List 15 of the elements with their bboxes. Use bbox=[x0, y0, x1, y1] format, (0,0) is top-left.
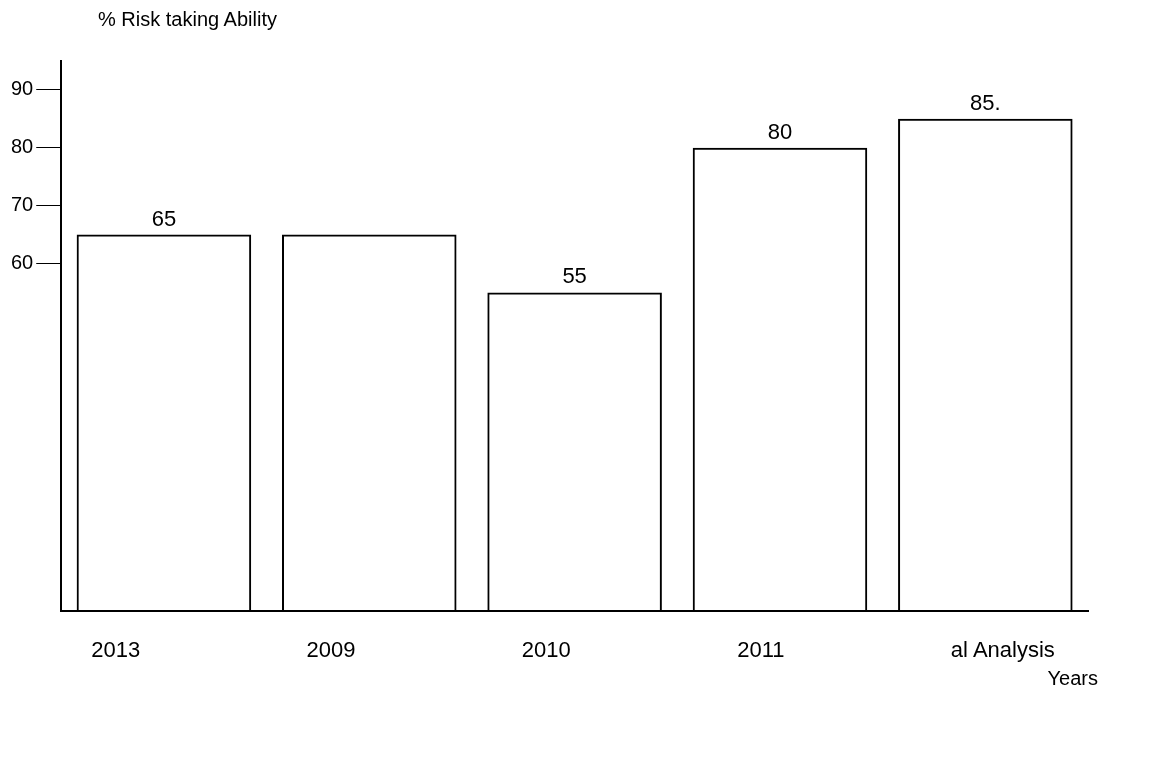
text: 2013 bbox=[91, 637, 141, 663]
y-tick-label: 80 bbox=[11, 135, 34, 158]
y-axis-title: % Risk taking Ability bbox=[98, 8, 278, 31]
y-tick-label: 70 bbox=[11, 193, 34, 216]
data-label: 85. bbox=[970, 89, 1001, 115]
text: 2009 bbox=[306, 637, 356, 663]
text: 2011 bbox=[737, 637, 785, 663]
text: al Analysis bbox=[950, 637, 1055, 663]
data-label: 55 bbox=[562, 263, 587, 289]
y-tick-label: 90 bbox=[11, 77, 34, 100]
x-axis-title: Years bbox=[1046, 667, 1098, 690]
data-label: 80 bbox=[767, 118, 793, 144]
y-tick-label: 60 bbox=[11, 251, 34, 273]
data-label: 65 bbox=[151, 205, 177, 231]
text: 2010 bbox=[521, 637, 571, 663]
